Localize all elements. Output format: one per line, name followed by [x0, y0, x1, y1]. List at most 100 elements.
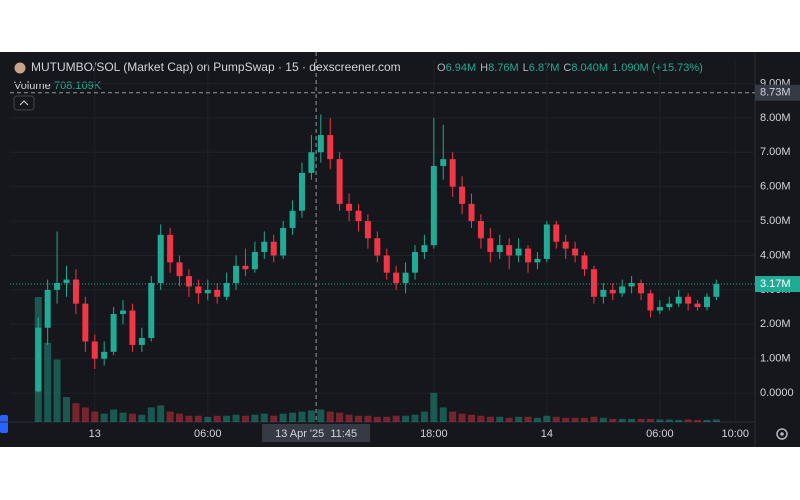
volume-bar	[646, 418, 654, 422]
candle-body	[440, 159, 447, 167]
candle-body	[694, 303, 701, 308]
candle-body	[308, 152, 315, 173]
candle-body	[176, 262, 183, 277]
y-tick-label: 6.00M	[760, 181, 791, 193]
volume-bar	[477, 415, 485, 422]
crosshair-time-label: 13 Apr '25 11:45	[275, 428, 357, 440]
volume-bar	[354, 415, 362, 422]
candle-body	[430, 166, 437, 246]
volume-bar	[515, 416, 523, 422]
volume-bar	[694, 419, 702, 422]
volume-bar	[552, 416, 560, 422]
volume-bar	[260, 413, 268, 422]
candle-body	[195, 286, 202, 294]
volume-bar	[138, 414, 146, 422]
volume-bar	[289, 412, 297, 422]
volume-bar	[91, 411, 99, 422]
candle-body	[477, 221, 484, 239]
settings-icon[interactable]	[776, 428, 788, 440]
legend-key: L	[523, 62, 529, 74]
candle-body	[468, 203, 475, 222]
candle-body	[72, 279, 79, 304]
candle-body	[487, 238, 494, 253]
candle-body	[525, 248, 532, 263]
candle-body	[336, 159, 343, 204]
x-tick-label: 06:00	[646, 428, 674, 440]
volume-bar	[119, 412, 127, 422]
candle-body	[214, 289, 221, 297]
volume-bar	[533, 417, 541, 422]
y-tick-label: 5.00M	[760, 215, 791, 227]
legend-value: 8.76M	[488, 62, 519, 74]
volume-bar	[383, 416, 391, 422]
volume-bar	[345, 414, 353, 422]
candle-body	[129, 310, 136, 345]
volume-bar	[712, 419, 720, 422]
volume-bar	[439, 407, 447, 422]
candle-body	[82, 303, 89, 342]
x-tick-label: 14	[541, 428, 553, 440]
volume-bar	[496, 416, 504, 422]
volume-bar	[270, 415, 278, 422]
candle-body	[91, 341, 98, 359]
candle-body	[233, 265, 240, 283]
volume-bar	[232, 414, 240, 422]
candle-body	[346, 203, 353, 211]
settings-icon-center	[780, 432, 784, 436]
volume-bar	[571, 417, 579, 422]
volume-bar	[128, 413, 136, 422]
y-tick-label: 2.00M	[760, 318, 791, 330]
volume-bar	[204, 416, 212, 422]
candle-body	[364, 221, 371, 239]
candle-body	[120, 310, 127, 314]
collapse-button[interactable]	[13, 95, 35, 111]
candle-body	[167, 234, 174, 263]
candle-body	[656, 307, 663, 311]
candle-body	[383, 255, 390, 273]
candle-body	[449, 159, 456, 187]
volume-bar	[72, 403, 80, 422]
volume-bar	[665, 419, 673, 422]
volume-bar	[392, 415, 400, 422]
volume-bar	[157, 405, 165, 422]
legend-value: 8.040M	[571, 62, 608, 74]
candle-body	[270, 241, 277, 256]
volume-bar	[100, 413, 108, 422]
candle-body	[317, 135, 324, 153]
volume-value: 708.109K	[54, 80, 102, 92]
volume-bar	[110, 409, 118, 422]
candle-body	[54, 282, 61, 290]
volume-bar	[326, 411, 334, 422]
candle-body	[157, 234, 164, 283]
candle-body	[600, 289, 607, 297]
legend-value: 6.87M	[529, 62, 560, 74]
volume-bar	[449, 411, 457, 422]
candle-body	[35, 327, 42, 392]
volume-bar	[176, 413, 184, 422]
side-tab[interactable]	[0, 415, 8, 433]
volume-bar	[618, 418, 626, 422]
volume-bar	[590, 416, 598, 422]
candle-body	[638, 282, 645, 294]
volume-bar	[81, 407, 89, 422]
volume-bar	[684, 419, 692, 422]
volume-bar	[486, 416, 494, 422]
volume-bar	[147, 407, 155, 422]
volume-bar	[166, 411, 174, 422]
candle-body	[666, 303, 673, 308]
volume-bar	[411, 414, 419, 422]
legend-key: O	[437, 62, 446, 74]
candle-body	[44, 289, 51, 328]
candle-body	[543, 224, 550, 259]
candle-body	[685, 296, 692, 304]
candle-body	[110, 313, 117, 352]
volume-bar	[628, 418, 636, 422]
candle-body	[101, 351, 108, 359]
candle-body	[496, 245, 503, 253]
candle-body	[251, 252, 258, 270]
volume-bar	[402, 415, 410, 422]
y-tick-label: 4.00M	[760, 249, 791, 261]
volume-bar	[213, 415, 221, 422]
collapse-icon	[19, 100, 29, 106]
candle-body	[581, 255, 588, 270]
